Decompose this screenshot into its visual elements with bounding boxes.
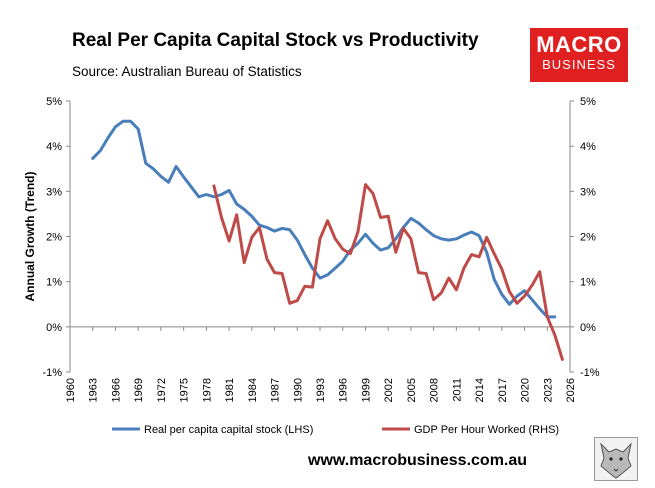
x-tick-label: 2005 — [406, 378, 418, 402]
x-tick-label: 1987 — [270, 378, 282, 402]
x-tick-label: 1984 — [247, 378, 259, 402]
y-tick-label-left: 4% — [46, 141, 62, 153]
y-tick-label-right: 5% — [580, 96, 596, 108]
x-tick-label: 1975 — [179, 378, 191, 402]
chart-title: Real Per Capita Capital Stock vs Product… — [72, 30, 479, 51]
legend-label-gdp-per-hour: GDP Per Hour Worked (RHS) — [414, 424, 559, 436]
x-tick-label: 1966 — [110, 378, 122, 402]
legend-label-capital-stock: Real per capita capital stock (LHS) — [144, 424, 313, 436]
website-url: www.macrobusiness.com.au — [308, 452, 528, 469]
y-tick-label-right: -1% — [580, 367, 600, 379]
x-tick-label: 1963 — [88, 378, 100, 402]
logo-line-2: BUSINESS — [542, 57, 616, 72]
y-tick-label-right: 3% — [580, 186, 596, 198]
x-tick-label: 1981 — [224, 378, 236, 402]
macrobusiness-logo: MACRO BUSINESS — [530, 28, 628, 82]
x-tick-label: 2014 — [474, 378, 486, 402]
x-tick-label: 1978 — [201, 378, 213, 402]
capital-stock-series-line — [91, 119, 557, 319]
y-tick-label-left: 0% — [46, 322, 62, 334]
x-tick-label: 1972 — [156, 378, 168, 402]
y-axis-title: Annual Growth (Trend) — [23, 172, 37, 302]
y-tick-label-left: 2% — [46, 232, 62, 244]
x-tick-label: 2017 — [497, 378, 509, 402]
y-tick-label-left: -1% — [42, 367, 62, 379]
y-tick-label-left: 5% — [46, 96, 62, 108]
y-tick-label-left: 1% — [46, 277, 62, 289]
x-tick-label: 2002 — [383, 378, 395, 402]
y-tick-label-left: 3% — [46, 186, 62, 198]
x-tick-label: 2011 — [451, 378, 463, 402]
x-tick-label: 2023 — [542, 378, 554, 402]
gdp-per-hour-series-line — [212, 183, 564, 361]
y-tick-label-right: 0% — [580, 322, 596, 334]
wolf-head-icon — [594, 437, 638, 481]
x-tick-label: 1990 — [292, 378, 304, 402]
x-tick-label: 1996 — [338, 378, 350, 402]
x-tick-label: 1993 — [315, 378, 327, 402]
y-tick-label-right: 4% — [580, 141, 596, 153]
x-tick-label: 1960 — [65, 378, 77, 402]
x-tick-label: 2008 — [429, 378, 441, 402]
x-tick-label: 2020 — [520, 378, 532, 402]
x-tick-label: 2026 — [565, 378, 577, 402]
logo-line-1: MACRO — [536, 32, 622, 57]
x-tick-label: 1969 — [133, 378, 145, 402]
chart-source: Source: Australian Bureau of Statistics — [72, 64, 302, 79]
y-tick-label-right: 2% — [580, 232, 596, 244]
y-tick-label-right: 1% — [580, 277, 596, 289]
x-tick-label: 1999 — [360, 378, 372, 402]
